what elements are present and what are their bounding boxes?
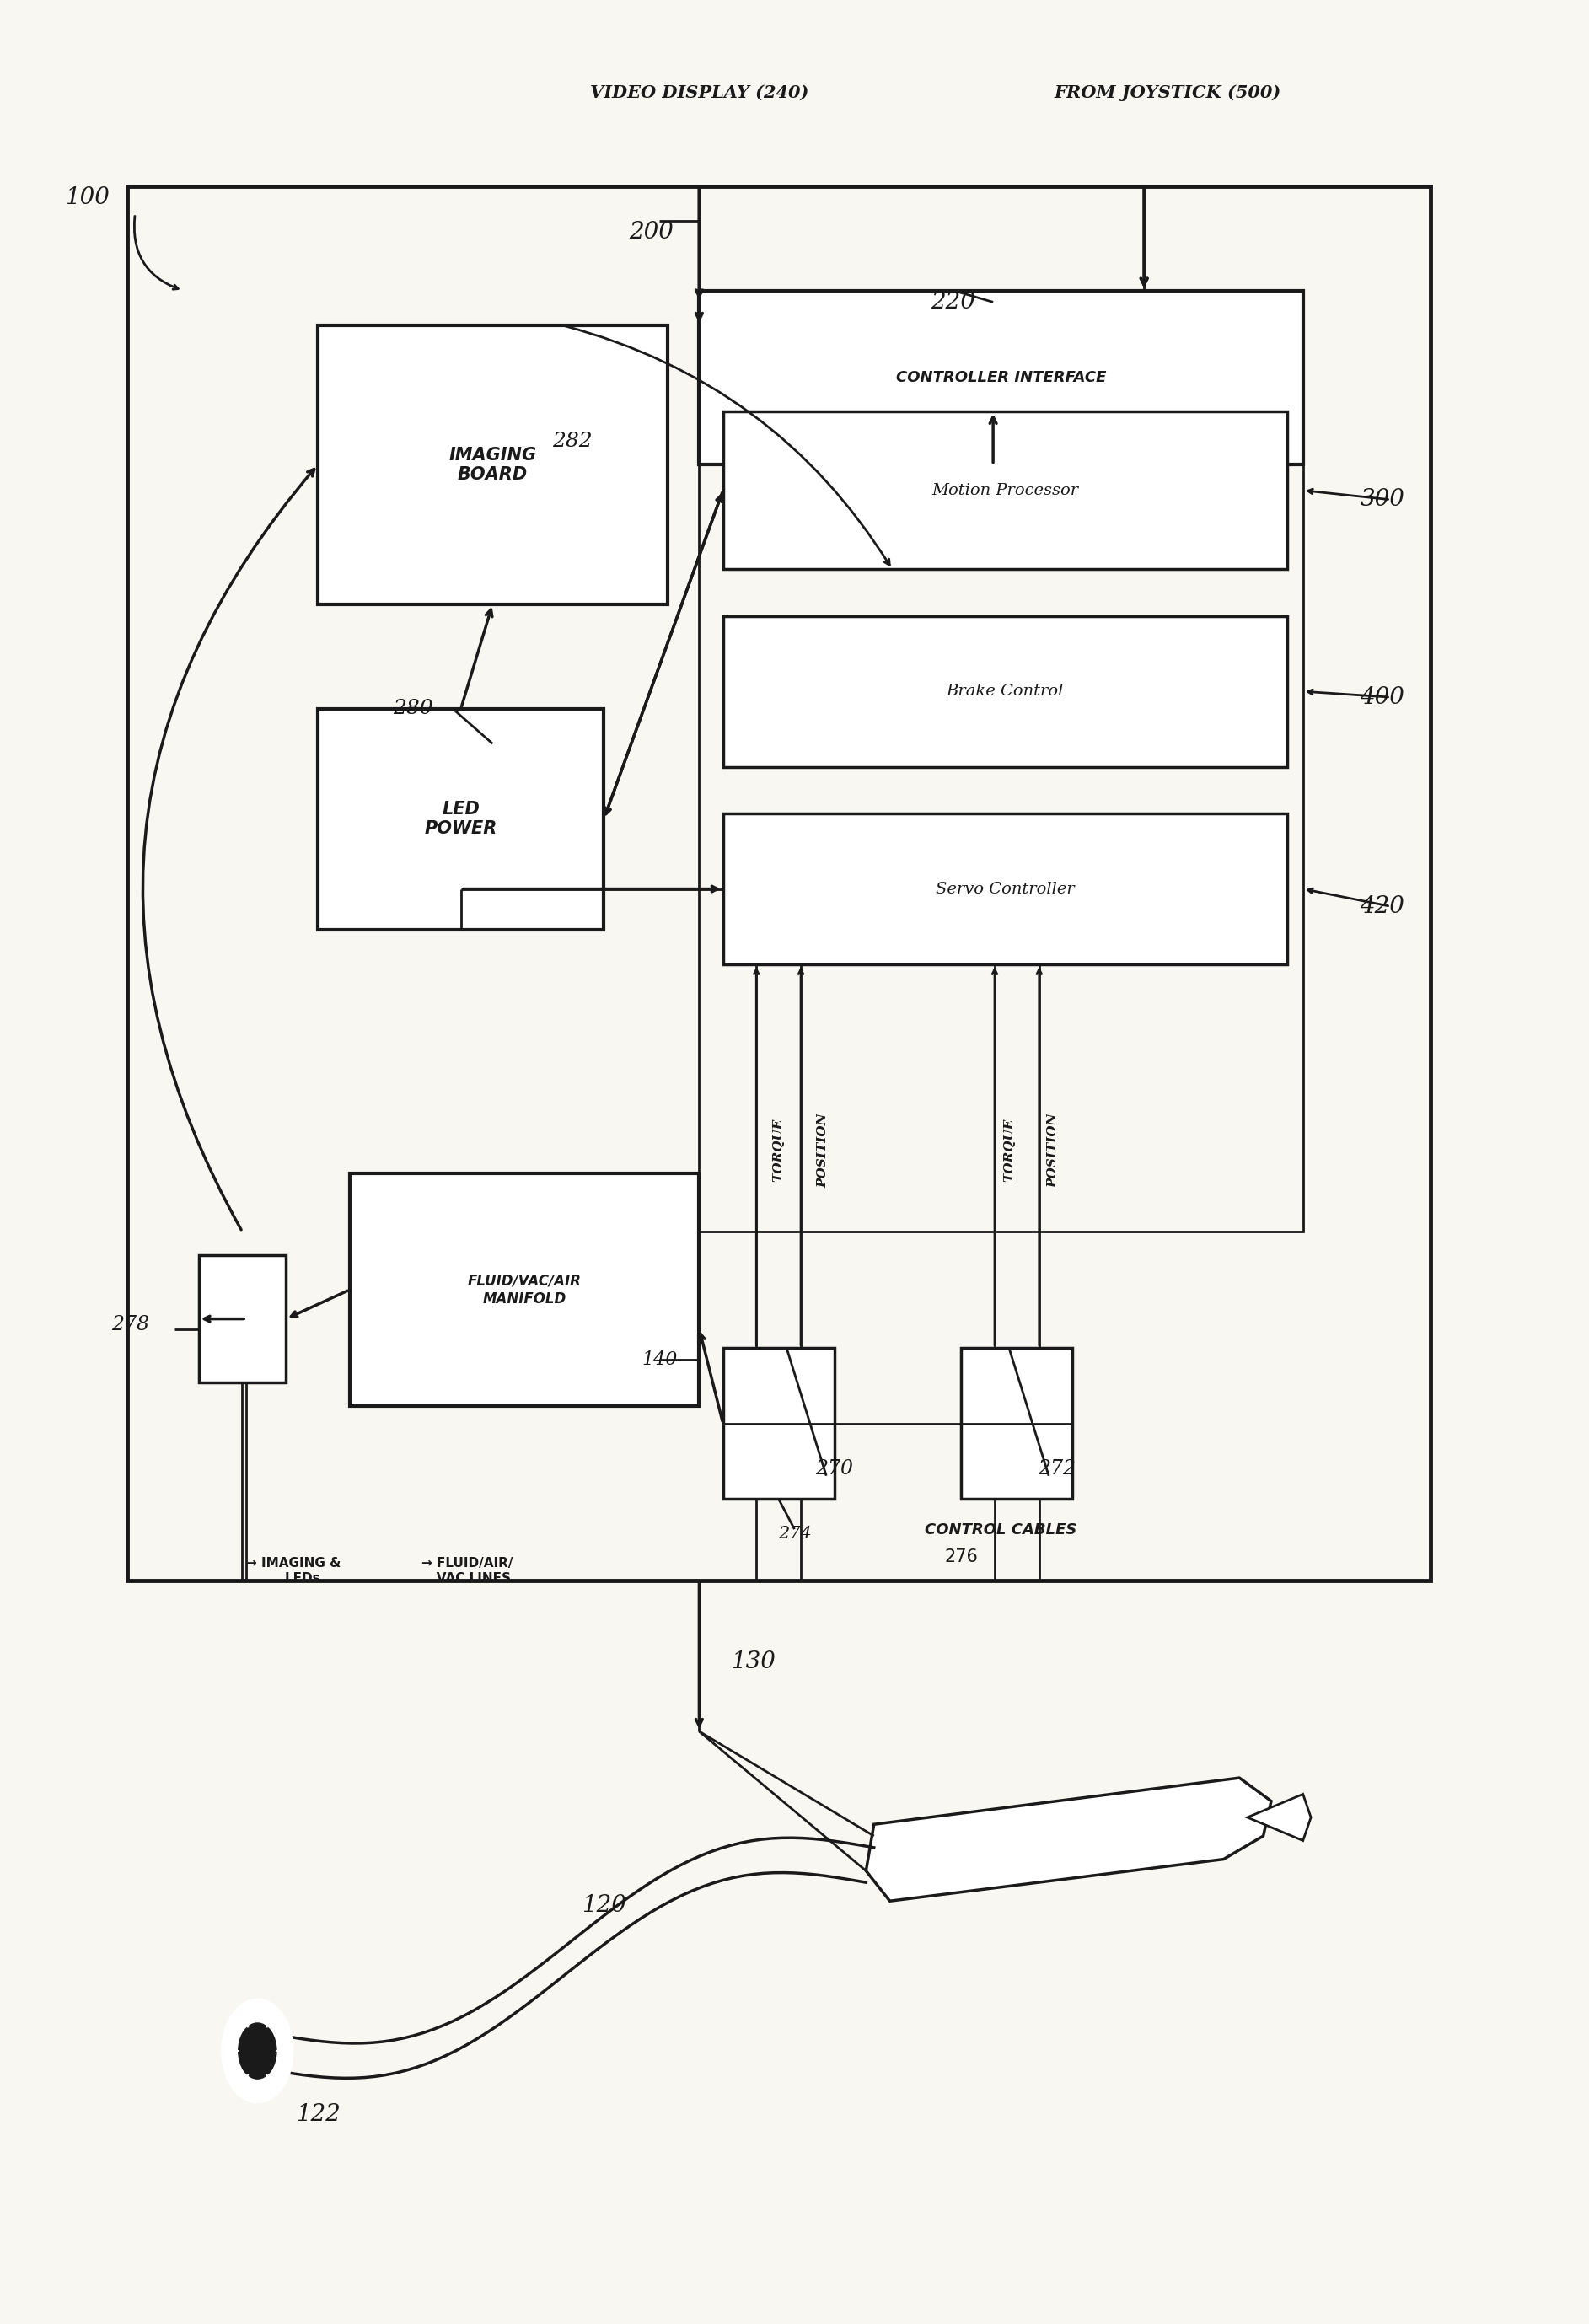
Text: POSITION: POSITION	[817, 1113, 829, 1188]
Bar	[127, 186, 1430, 1580]
Text: 282: 282	[551, 432, 593, 451]
Text: 220: 220	[931, 290, 976, 314]
Text: 274: 274	[777, 1527, 812, 1541]
Text: 140: 140	[642, 1350, 677, 1369]
Text: FROM JOYSTICK (500): FROM JOYSTICK (500)	[1055, 84, 1281, 102]
Text: Brake Control: Brake Control	[947, 683, 1063, 700]
Bar	[723, 813, 1287, 964]
Text: 270: 270	[815, 1459, 853, 1478]
Bar	[723, 1348, 834, 1499]
Text: TORQUE: TORQUE	[1003, 1118, 1015, 1183]
Text: 130: 130	[731, 1650, 775, 1673]
Text: Servo Controller: Servo Controller	[936, 881, 1074, 897]
Text: 300: 300	[1360, 488, 1405, 511]
Text: IMAGING
BOARD: IMAGING BOARD	[448, 446, 537, 483]
Polygon shape	[866, 1778, 1271, 1901]
Text: 278: 278	[111, 1315, 149, 1334]
Text: VIDEO DISPLAY (240): VIDEO DISPLAY (240)	[590, 84, 809, 102]
Text: LED
POWER: LED POWER	[424, 802, 497, 837]
Text: 272: 272	[1038, 1459, 1076, 1478]
Text: 400: 400	[1360, 686, 1405, 709]
Bar	[699, 290, 1303, 465]
Text: → FLUID/AIR/
   VAC LINES: → FLUID/AIR/ VAC LINES	[421, 1557, 513, 1585]
Text: 276: 276	[944, 1548, 979, 1566]
Bar	[723, 411, 1287, 569]
Bar	[723, 616, 1287, 767]
Text: 200: 200	[629, 221, 674, 244]
Bar	[199, 1255, 286, 1383]
Text: 280: 280	[392, 700, 434, 718]
Text: TORQUE: TORQUE	[772, 1118, 785, 1183]
Circle shape	[222, 1999, 292, 2101]
Bar	[318, 325, 667, 604]
Bar	[350, 1174, 699, 1406]
Bar	[961, 1348, 1073, 1499]
Bar	[318, 709, 604, 930]
Bar	[699, 302, 1303, 1232]
Text: 100: 100	[65, 186, 110, 209]
Text: FLUID/VAC/AIR
MANIFOLD: FLUID/VAC/AIR MANIFOLD	[467, 1274, 582, 1306]
Circle shape	[238, 2022, 276, 2078]
Text: POSITION: POSITION	[1047, 1113, 1060, 1188]
FancyArrowPatch shape	[143, 469, 315, 1229]
Text: 122: 122	[296, 2103, 340, 2126]
Text: Motion Processor: Motion Processor	[931, 483, 1079, 497]
Text: → IMAGING &
    LEDs: → IMAGING & LEDs	[246, 1557, 342, 1585]
Text: CONTROL CABLES: CONTROL CABLES	[925, 1522, 1077, 1538]
Polygon shape	[1247, 1794, 1311, 1841]
Text: CONTROLLER INTERFACE: CONTROLLER INTERFACE	[896, 370, 1106, 386]
Text: 120: 120	[582, 1894, 626, 1917]
Text: 420: 420	[1360, 895, 1405, 918]
